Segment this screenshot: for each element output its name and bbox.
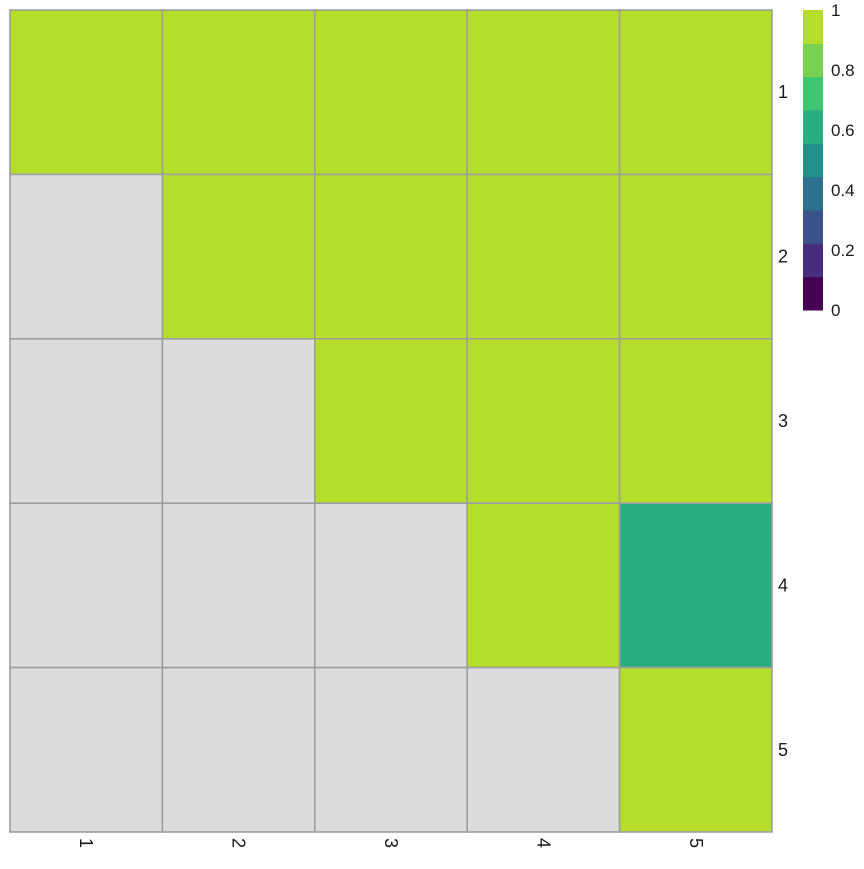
- legend-bin-7: [803, 43, 823, 78]
- heatmap-cell-r2-c1: [9, 173, 164, 340]
- heatmap-cell-r5-c4: [466, 666, 621, 833]
- column-label-4: 4: [533, 838, 553, 848]
- color-legend: 0 0.2 0.4 0.6 0.8 1: [803, 1, 855, 320]
- heatmap-cell-r4-c4: [466, 502, 621, 669]
- legend-tick-label: 0.2: [831, 241, 855, 260]
- heatmap-cell-r5-c3: [313, 666, 468, 833]
- heatmap-cell-r1-c1: [9, 9, 164, 176]
- heatmap-cell-r5-c5: [618, 666, 773, 833]
- column-label-5: 5: [686, 838, 706, 848]
- heatmap-cell-r1-c4: [466, 9, 621, 176]
- legend-tick-label: 0.8: [831, 61, 855, 80]
- legend-bin-6: [803, 76, 823, 111]
- legend-bin-2: [803, 210, 823, 244]
- legend-tick-label: 1: [831, 1, 840, 20]
- row-label-1: 1: [778, 82, 788, 102]
- legend-bin-5: [803, 110, 823, 144]
- heatmap-cell-r4-c3: [313, 502, 468, 669]
- heatmap-cell-r4-c5: [618, 502, 773, 669]
- legend-tick-label: 0.6: [831, 121, 855, 140]
- heatmap-cell-r5-c2: [161, 666, 316, 833]
- heatmap-cell-r3-c5: [618, 337, 773, 504]
- heatmap-cell-r2-c3: [313, 173, 468, 340]
- heatmap-cell-r2-c5: [618, 173, 773, 340]
- legend-bin-0: [803, 276, 823, 311]
- legend-tick-label: 0: [831, 301, 840, 320]
- heatmap-cell-r4-c2: [161, 502, 316, 669]
- legend-tick-label: 0.4: [831, 181, 855, 200]
- heatmap-cell-r1-c5: [618, 9, 773, 176]
- row-label-4: 4: [778, 575, 788, 595]
- heatmap-cell-r4-c1: [9, 502, 164, 669]
- heatmap-cell-r5-c1: [9, 666, 164, 833]
- row-labels: 1 2 3 4 5: [778, 82, 788, 760]
- legend-bin-1: [803, 243, 823, 278]
- column-label-1: 1: [76, 838, 96, 848]
- legend-bin-3: [803, 176, 823, 211]
- heatmap-cells: [9, 9, 773, 833]
- heatmap-cell-r2-c4: [466, 173, 621, 340]
- heatmap-cell-r3-c1: [9, 337, 164, 504]
- row-label-5: 5: [778, 740, 788, 760]
- legend-bin-4: [803, 143, 823, 178]
- heatmap-cell-r1-c3: [313, 9, 468, 176]
- heatmap-cell-r3-c2: [161, 337, 316, 504]
- row-label-3: 3: [778, 411, 788, 431]
- column-label-2: 2: [229, 838, 249, 848]
- column-labels: 1 2 3 4 5: [76, 838, 706, 848]
- heatmap-cell-r1-c2: [161, 9, 316, 176]
- column-label-3: 3: [381, 838, 401, 848]
- heatmap-cell-r3-c3: [313, 337, 468, 504]
- heatmap-cell-r2-c2: [161, 173, 316, 340]
- row-label-2: 2: [778, 247, 788, 267]
- heatmap-cell-r3-c4: [466, 337, 621, 504]
- legend-bin-8: [803, 10, 823, 44]
